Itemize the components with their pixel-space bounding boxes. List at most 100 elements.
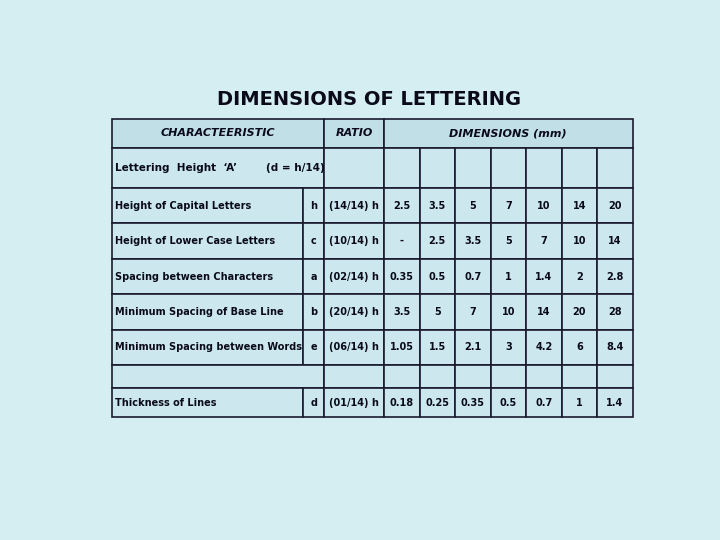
Text: 2.8: 2.8 (606, 272, 624, 281)
Bar (420, 259, 455, 294)
Bar (490, 330, 526, 365)
Text: RATIO: RATIO (336, 129, 373, 138)
Text: DIMENSIONS (mm): DIMENSIONS (mm) (449, 129, 567, 138)
Bar (562, 148, 597, 188)
Text: 1.5: 1.5 (428, 342, 446, 353)
Text: 0.18: 0.18 (390, 398, 414, 408)
Bar (384, 388, 420, 417)
Bar (420, 188, 455, 224)
Bar (303, 388, 324, 417)
Bar (562, 330, 597, 365)
Bar (562, 365, 597, 388)
Bar (490, 365, 526, 388)
Bar (562, 188, 597, 224)
Bar (384, 259, 420, 294)
Text: 1.4: 1.4 (535, 272, 552, 281)
Bar (597, 330, 632, 365)
Bar (490, 224, 526, 259)
Text: Thickness of Lines: Thickness of Lines (114, 398, 216, 408)
Text: 10: 10 (572, 236, 586, 246)
Text: 1.4: 1.4 (606, 398, 624, 408)
Text: 0.5: 0.5 (500, 398, 517, 408)
Text: 0.35: 0.35 (390, 272, 414, 281)
Text: Height of Capital Letters: Height of Capital Letters (114, 201, 251, 211)
Text: h: h (310, 201, 318, 211)
Text: Spacing between Characters: Spacing between Characters (114, 272, 273, 281)
Bar (324, 188, 384, 224)
Bar (562, 388, 597, 417)
Text: 3.5: 3.5 (393, 307, 410, 317)
Bar (526, 294, 562, 330)
Bar (490, 188, 526, 224)
Bar (420, 365, 455, 388)
Bar (526, 259, 562, 294)
Text: CHARACTEERISTIC: CHARACTEERISTIC (161, 129, 275, 138)
Text: e: e (310, 342, 317, 353)
Bar (562, 294, 597, 330)
Bar (112, 148, 324, 188)
Bar (490, 148, 526, 188)
Text: 6: 6 (576, 342, 582, 353)
Text: 3.5: 3.5 (428, 201, 446, 211)
Bar (455, 388, 490, 417)
Bar (324, 259, 384, 294)
Text: 1: 1 (505, 272, 512, 281)
Bar (324, 330, 384, 365)
Text: 14: 14 (572, 201, 586, 211)
Text: d: d (310, 398, 318, 408)
Text: 8.4: 8.4 (606, 342, 624, 353)
Bar (112, 365, 324, 388)
Bar (455, 365, 490, 388)
Bar (384, 148, 420, 188)
Bar (384, 365, 420, 388)
Bar (112, 119, 324, 148)
Bar (384, 330, 420, 365)
Bar (526, 330, 562, 365)
Bar (112, 330, 303, 365)
Bar (490, 294, 526, 330)
Bar (112, 259, 303, 294)
Text: 1: 1 (576, 398, 582, 408)
Text: (10/14) h: (10/14) h (329, 236, 379, 246)
Text: 14: 14 (537, 307, 551, 317)
Bar (597, 224, 632, 259)
Text: 10: 10 (502, 307, 515, 317)
Bar (455, 188, 490, 224)
Text: -: - (400, 236, 404, 246)
Bar (597, 188, 632, 224)
Text: 7: 7 (469, 307, 476, 317)
Bar (303, 259, 324, 294)
Bar (455, 224, 490, 259)
Text: DIMENSIONS OF LETTERING: DIMENSIONS OF LETTERING (217, 90, 521, 109)
Text: 3.5: 3.5 (464, 236, 482, 246)
Bar (597, 365, 632, 388)
Text: b: b (310, 307, 318, 317)
Text: 20: 20 (608, 201, 621, 211)
Bar (384, 224, 420, 259)
Text: 2: 2 (576, 272, 582, 281)
Bar (303, 330, 324, 365)
Bar (562, 259, 597, 294)
Text: 0.35: 0.35 (461, 398, 485, 408)
Bar (597, 259, 632, 294)
Bar (324, 224, 384, 259)
Text: 2.1: 2.1 (464, 342, 482, 353)
Bar (526, 188, 562, 224)
Bar (420, 388, 455, 417)
Bar (597, 388, 632, 417)
Text: Minimum Spacing of Base Line: Minimum Spacing of Base Line (114, 307, 284, 317)
Bar (420, 224, 455, 259)
Text: 5: 5 (505, 236, 512, 246)
Text: 0.7: 0.7 (464, 272, 482, 281)
Bar (490, 388, 526, 417)
Bar (384, 188, 420, 224)
Bar (420, 330, 455, 365)
Bar (112, 224, 303, 259)
Bar (562, 224, 597, 259)
Text: Height of Lower Case Letters: Height of Lower Case Letters (114, 236, 275, 246)
Text: 5: 5 (434, 307, 441, 317)
Bar (490, 259, 526, 294)
Bar (455, 259, 490, 294)
Bar (324, 294, 384, 330)
Text: 10: 10 (537, 201, 551, 211)
